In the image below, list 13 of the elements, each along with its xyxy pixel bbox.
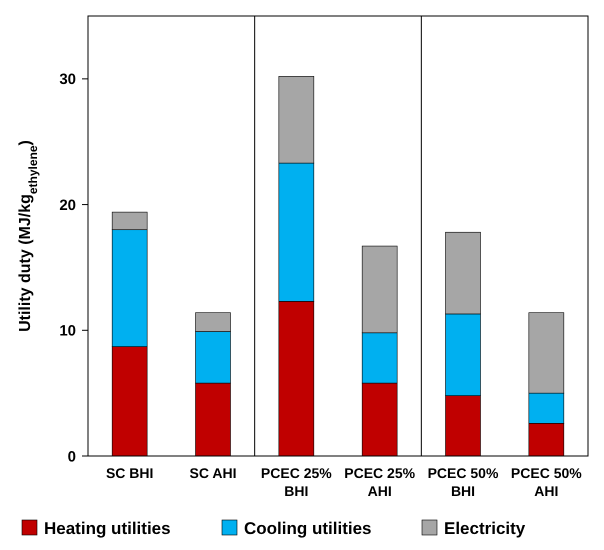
x-tick-label: PCEC 25% AHI — [344, 465, 416, 499]
x-tick-label: PCEC 50% BHI — [428, 465, 499, 499]
y-tick-label: 10 — [59, 322, 76, 340]
legend-label: Cooling utilities — [244, 518, 372, 538]
x-tick-label: SC BHI — [106, 465, 154, 481]
x-tick-label: PCEC 25% BHI — [260, 465, 332, 499]
legend-label: Electricity — [444, 518, 526, 538]
y-tick-label: 30 — [59, 71, 76, 88]
x-tick-label: SC AHI — [190, 465, 236, 481]
x-tick-label: PCEC 50% AHI — [510, 465, 582, 499]
legend-label: Heating utilities — [44, 518, 171, 538]
y-tick-label: 0 — [68, 448, 76, 466]
y-tick-label: 20 — [59, 196, 76, 214]
